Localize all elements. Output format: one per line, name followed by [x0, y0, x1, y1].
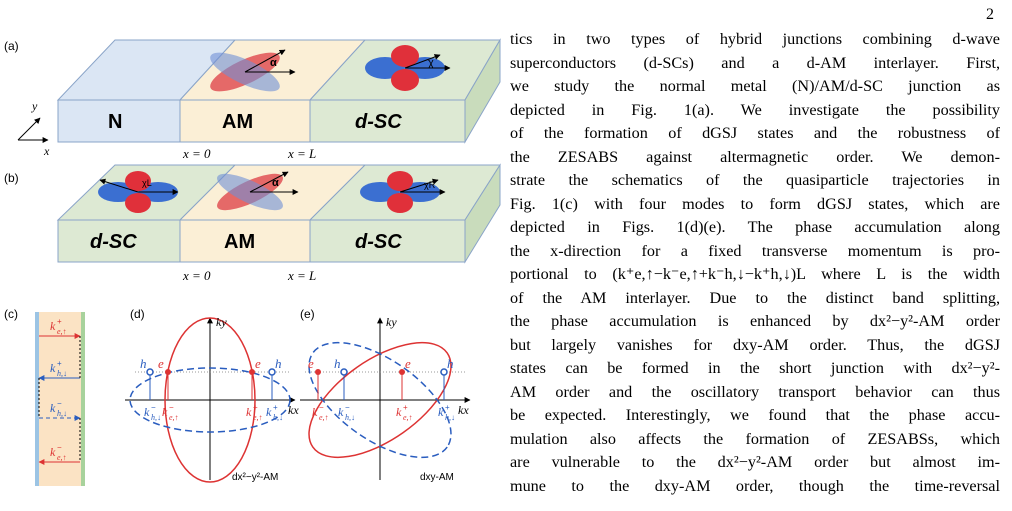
- text-line: of the formation of dGSJ states and the …: [510, 124, 1000, 142]
- panel-e: [300, 317, 471, 480]
- text-line: of the AM interlayer. Due to the distinc…: [510, 288, 1000, 307]
- k-sup: +: [57, 359, 62, 368]
- point-label: h: [275, 356, 282, 371]
- position-label: x = 0: [182, 146, 211, 161]
- k-sup: +: [403, 403, 408, 412]
- panel-label: (e): [300, 307, 315, 321]
- k-sup: −: [169, 403, 174, 412]
- point-label: h: [140, 356, 147, 371]
- panel-label: (a): [4, 39, 19, 53]
- k-sup: −: [319, 403, 324, 412]
- angle-label: χL: [142, 178, 152, 188]
- panel-label: (d): [130, 307, 145, 321]
- k-sub: e,↑: [169, 413, 179, 422]
- k-letter: k: [266, 405, 272, 419]
- text-line: tics in two types of hybrid junctions co…: [510, 30, 1000, 48]
- k-sub: e,↑: [253, 413, 263, 422]
- text-line: the ZESABS against altermagnetic order. …: [510, 147, 1000, 166]
- k-sup: −: [151, 403, 156, 412]
- text-line: states can be formed in the short juncti…: [510, 359, 1000, 377]
- k-sub: e,↑: [403, 413, 413, 422]
- k-sup: −: [345, 403, 350, 412]
- axis-label: ky: [216, 315, 227, 329]
- text-line: superconductors (d-SCs) and a d-AM inter…: [510, 53, 1000, 72]
- region-label: AM: [224, 231, 255, 253]
- angle-label: α: [270, 57, 277, 69]
- text-line: depicted in Figs. 1(d)(e). The phase acc…: [510, 218, 1000, 236]
- text-column: tics in two types of hybrid junctions co…: [510, 28, 1000, 498]
- text-line: but largely vanishes for dxy-AM order. T…: [510, 335, 1000, 354]
- panel-label: (c): [4, 307, 18, 321]
- k-letter: k: [144, 405, 150, 419]
- panel-d: [125, 317, 296, 483]
- page-number: 2: [986, 6, 994, 23]
- k-sub: h,↓: [57, 369, 67, 378]
- text-line: strate the schematics of the quasipartic…: [510, 171, 1000, 189]
- k-letter: k: [50, 319, 56, 333]
- caption: dxy-AM: [420, 472, 454, 483]
- region-label: d-SC: [90, 231, 137, 253]
- text-line: the phase accumulation is enhanced by dx…: [510, 312, 1000, 330]
- position-label: x = L: [287, 268, 316, 283]
- point-label: e: [308, 356, 314, 371]
- axis-label: y: [31, 99, 38, 113]
- k-letter: k: [50, 445, 56, 459]
- k-sup: −: [57, 399, 62, 408]
- figure: (a) (b) (c) (d) (e) α χ N AM d-SC x = 0 …: [4, 38, 501, 486]
- k-letter: k: [312, 405, 318, 419]
- k-sup: +: [253, 403, 258, 412]
- k-sub: h,↓: [345, 413, 355, 422]
- angle-label: χR: [424, 180, 436, 190]
- axis-label: x: [43, 144, 50, 158]
- caption: dx²−y²-AM: [232, 472, 278, 483]
- point-label: e: [255, 356, 261, 371]
- k-letter: k: [396, 405, 402, 419]
- k-sub: h,↓: [445, 413, 455, 422]
- k-letter: k: [50, 361, 56, 375]
- position-label: x = L: [287, 146, 316, 161]
- k-sub: e,↑: [319, 413, 329, 422]
- text-line: mulation also affects the formation of Z…: [510, 429, 1000, 448]
- text-line: the x-direction for a fixed transverse m…: [510, 241, 1000, 260]
- text-line: Fig. 1(c) with four modes to form dGSJ s…: [510, 194, 1000, 213]
- k-sup: +: [57, 317, 62, 326]
- point-label: h: [447, 356, 454, 371]
- k-sup: −: [57, 443, 62, 452]
- text-line: AM order and the oscillatory transport b…: [510, 382, 1000, 401]
- text-line: depicted in Fig. 1(a). We investigate th…: [510, 100, 1000, 119]
- k-sub: h,↓: [151, 413, 161, 422]
- k-letter: k: [438, 405, 444, 419]
- region-label: AM: [222, 111, 253, 133]
- point-label: e: [405, 356, 411, 371]
- k-letter: k: [338, 405, 344, 419]
- text-line: are vulnerable to the dx²−y²-AM order bu…: [510, 453, 1000, 471]
- axis-label: kx: [288, 403, 299, 417]
- k-sub: h,↓: [57, 409, 67, 418]
- region-label: N: [108, 111, 122, 133]
- text-line: mune to the dxy-AM order, though the tim…: [510, 476, 1000, 495]
- point-label: e: [158, 356, 164, 371]
- text-line: portional to (k⁺e,↑−k⁻e,↑+k⁻h,↓−k⁺h,↓)L …: [510, 265, 1000, 283]
- k-sub: e,↑: [57, 453, 67, 462]
- region-label: d-SC: [355, 231, 402, 253]
- k-sub: e,↑: [57, 327, 67, 336]
- panel-label: (b): [4, 171, 19, 185]
- region-label: d-SC: [355, 111, 402, 133]
- k-sup: +: [273, 403, 278, 412]
- k-letter: k: [162, 405, 168, 419]
- axis-label: ky: [386, 315, 397, 329]
- k-letter: k: [50, 401, 56, 415]
- text-line: we study the normal metal (N)/AM/d-SC ju…: [510, 77, 1000, 95]
- k-sub: h,↓: [273, 413, 283, 422]
- angle-label: χ: [428, 57, 434, 69]
- axis-label: kx: [458, 403, 469, 417]
- text-line: be expected. Interestingly, we found tha…: [510, 406, 1000, 424]
- k-sup: +: [445, 403, 450, 412]
- k-letter: k: [246, 405, 252, 419]
- position-label: x = 0: [182, 268, 211, 283]
- angle-label: α: [272, 177, 279, 189]
- panel-c: [35, 312, 85, 486]
- point-label: h: [334, 356, 341, 371]
